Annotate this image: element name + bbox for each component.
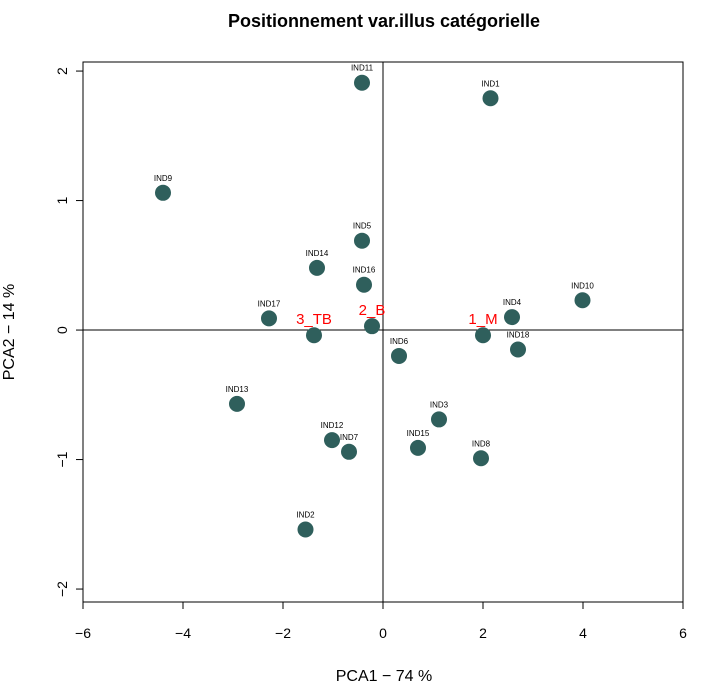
point-ind18 xyxy=(510,341,526,358)
x-axis-label: PCA1 − 74 % xyxy=(336,668,433,685)
point-ind17 xyxy=(261,310,277,327)
point-label-ind7: IND7 xyxy=(340,433,359,442)
point-label-ind4: IND4 xyxy=(503,298,522,307)
supplementary-points: 3_TB 2_B 1_M xyxy=(296,302,498,344)
point-ind14 xyxy=(309,259,325,276)
point-label-ind14: IND14 xyxy=(306,249,329,258)
x-tick-label: 2 xyxy=(479,625,487,641)
chart-title: Positionnement var.illus catégorielle xyxy=(228,11,540,31)
x-tick-label: −2 xyxy=(275,625,291,641)
point-ind8 xyxy=(473,450,489,467)
point-ind9 xyxy=(155,184,171,201)
supplementary-point-2_b xyxy=(364,318,380,335)
point-label-ind11: IND11 xyxy=(351,64,374,73)
y-tick-label: 1 xyxy=(54,196,70,204)
x-axis: −6 −4 −2 0 2 4 6 xyxy=(75,602,687,641)
point-ind10 xyxy=(574,292,591,309)
point-label-ind6: IND6 xyxy=(390,337,409,346)
point-label-ind1: IND1 xyxy=(481,79,500,88)
supplementary-label-2_b: 2_B xyxy=(359,302,386,319)
x-tick-label: 6 xyxy=(679,625,687,641)
point-ind3 xyxy=(431,411,447,428)
point-ind13 xyxy=(229,395,245,412)
point-label-ind17: IND17 xyxy=(258,299,281,308)
point-label-ind10: IND10 xyxy=(571,281,594,290)
point-label-ind16: IND16 xyxy=(353,266,376,275)
y-tick-label: −1 xyxy=(54,451,70,467)
point-ind15 xyxy=(410,439,426,456)
point-ind6 xyxy=(391,347,407,364)
point-ind7 xyxy=(341,443,357,460)
point-ind11 xyxy=(354,74,370,91)
point-label-ind5: IND5 xyxy=(353,222,372,231)
x-tick-label: −4 xyxy=(175,625,191,641)
point-label-ind13: IND13 xyxy=(226,385,249,394)
x-tick-label: −6 xyxy=(75,625,91,641)
supplementary-label-1_m: 1_M xyxy=(468,311,497,328)
point-ind2 xyxy=(297,521,314,538)
y-tick-label: −2 xyxy=(54,581,70,597)
point-label-ind9: IND9 xyxy=(154,174,173,183)
individual-points: IND1 IND2 IND3 IND4 IND5 IND6 IND7 IND8 IND9 IND1… xyxy=(154,64,594,538)
point-ind5 xyxy=(354,232,370,249)
point-label-ind15: IND15 xyxy=(407,429,430,438)
point-label-ind2: IND2 xyxy=(296,510,315,519)
supplementary-label-3_tb: 3_TB xyxy=(296,311,332,328)
y-axis-label: PCA2 − 14 % xyxy=(1,284,18,381)
point-label-ind8: IND8 xyxy=(472,439,491,448)
supplementary-point-1_m xyxy=(475,327,491,344)
point-ind12 xyxy=(324,432,340,449)
point-label-ind3: IND3 xyxy=(430,400,449,409)
y-tick-label: 2 xyxy=(54,67,70,75)
reference-lines xyxy=(83,62,683,602)
y-axis: −2 −1 0 1 2 xyxy=(54,67,83,597)
point-label-ind18: IND18 xyxy=(507,330,530,339)
point-ind1 xyxy=(482,90,499,107)
x-tick-label: 4 xyxy=(579,625,587,641)
x-tick-label: 0 xyxy=(379,625,387,641)
point-ind4 xyxy=(504,309,520,326)
point-ind16 xyxy=(356,276,372,293)
y-tick-label: 0 xyxy=(54,326,70,334)
point-label-ind12: IND12 xyxy=(321,421,344,430)
supplementary-point-3_tb xyxy=(306,327,322,344)
